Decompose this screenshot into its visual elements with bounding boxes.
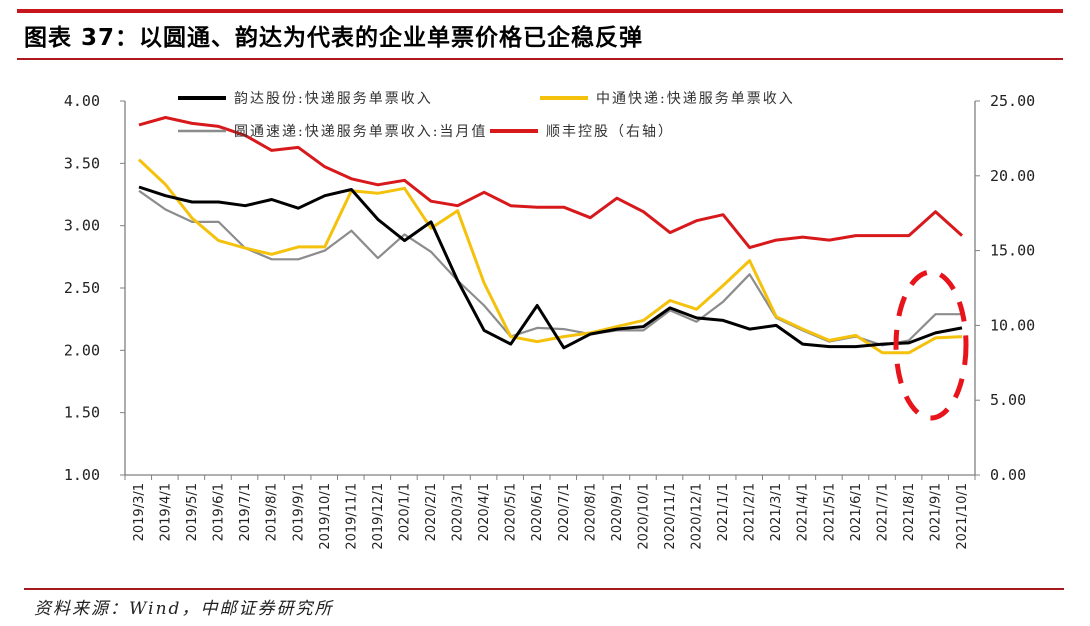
x-tick-label: 2020/1/1	[397, 483, 412, 541]
legend-label: 韵达股份:快递服务单票收入	[234, 91, 433, 107]
x-tick-label: 2021/5/1	[822, 483, 837, 541]
x-tick-label: 2021/2/1	[743, 483, 758, 541]
x-tick-label: 2020/4/1	[477, 483, 492, 541]
y2-tick-label: 5.00	[990, 391, 1026, 409]
x-tick-label: 2020/11/1	[663, 483, 678, 550]
legend-label: 圆通速递:快递服务单票收入:当月值	[234, 124, 487, 140]
series-line	[138, 185, 963, 350]
x-tick-label: 2020/5/1	[504, 483, 519, 541]
chart-series	[137, 116, 964, 355]
x-tick-label: 2019/7/1	[238, 483, 253, 541]
x-tick-label: 2020/3/1	[451, 483, 466, 541]
y-tick-label: 3.50	[64, 154, 100, 172]
x-tick-label: 2020/7/1	[557, 483, 572, 541]
x-tick-label: 2019/3/1	[132, 483, 147, 541]
x-tick-label: 2021/3/1	[769, 483, 784, 541]
y-tick-label: 1.50	[64, 404, 100, 422]
top-rule	[17, 9, 1063, 13]
x-tick-label: 2021/10/1	[955, 483, 970, 550]
x-tick-label: 2020/9/1	[610, 483, 625, 541]
series-line	[138, 116, 964, 250]
annotation-ellipse	[893, 269, 969, 421]
x-tick-label: 2019/6/1	[212, 483, 227, 541]
y-tick-label: 2.00	[64, 341, 100, 359]
x-tick-label: 2021/4/1	[796, 483, 811, 541]
y-tick-label: 1.00	[64, 466, 100, 484]
chart-legend: 韵达股份:快递服务单票收入 中通快递:快递服务单票收入圆通速递:快递服务单票收入:…	[178, 91, 795, 140]
x-tick-label: 2019/5/1	[185, 483, 200, 541]
x-tick-label: 2020/12/1	[690, 483, 705, 550]
x-tick-label: 2021/6/1	[849, 483, 864, 541]
x-tick-label: 2019/11/1	[344, 483, 359, 550]
legend-label: 中通快递:快递服务单票收入	[596, 91, 795, 107]
y-tick-label: 2.50	[64, 279, 100, 297]
highlight-ellipse	[893, 269, 969, 421]
chart-axes: 4.00 3.50 3.00 2.50 2.00 1.50 1.00 25.00 20.00 15…	[64, 92, 1035, 550]
line-chart: 4.00 3.50 3.00 2.50 2.00 1.50 1.00 25.00 20.00 15…	[64, 91, 1035, 550]
x-tick-label: 2021/9/1	[928, 483, 943, 541]
x-tick-label: 2020/8/1	[583, 483, 598, 541]
x-tick-label: 2019/12/1	[371, 483, 386, 550]
x-tick-label: 2021/1/1	[716, 483, 731, 541]
x-tick-label: 2019/9/1	[291, 483, 306, 541]
x-tick-label: 2020/2/1	[424, 483, 439, 541]
y2-tick-label: 15.00	[990, 242, 1035, 260]
y2-tick-label: 10.00	[990, 316, 1035, 334]
figure-title: 图表 37：以圆通、韵达为代表的企业单票价格已企稳反弹	[24, 25, 644, 51]
x-tick-label: 2020/6/1	[530, 483, 545, 541]
source-note: 资料来源：Wind，中邮证券研究所	[34, 599, 334, 619]
y2-tick-label: 0.00	[990, 466, 1026, 484]
footer-rule	[24, 588, 1064, 590]
x-tick-label: 2019/4/1	[159, 483, 174, 541]
y2-tick-label: 20.00	[990, 167, 1035, 185]
series-line	[138, 189, 962, 347]
x-tick-label: 2021/7/1	[875, 483, 890, 541]
x-tick-label: 2021/8/1	[902, 483, 917, 541]
x-tick-label: 2019/10/1	[318, 483, 333, 550]
series-line	[137, 158, 963, 355]
y-tick-label: 4.00	[64, 92, 100, 110]
title-rule	[17, 58, 1063, 60]
x-tick-label: 2020/10/1	[636, 483, 651, 550]
legend-label: 顺丰控股（右轴）	[546, 124, 674, 140]
y2-tick-label: 25.00	[990, 92, 1035, 110]
y-tick-label: 3.00	[64, 217, 100, 235]
x-tick-label: 2019/8/1	[265, 483, 280, 541]
